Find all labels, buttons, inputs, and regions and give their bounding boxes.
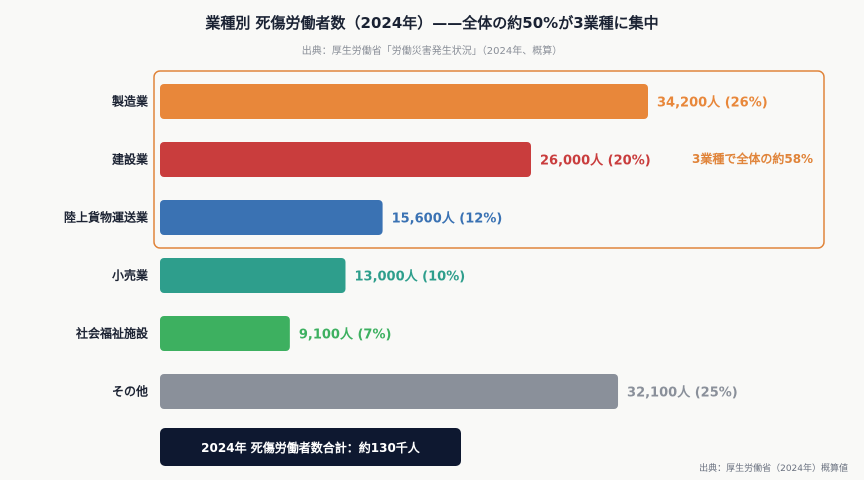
chart-subtitle: 出典：厚生労働省「労働災害発生状況」（2024年、概算） bbox=[301, 46, 563, 57]
category-label: 社会福祉施設 bbox=[75, 326, 149, 341]
data-label: 15,600人 (12%) bbox=[392, 211, 503, 227]
bar bbox=[160, 316, 290, 351]
category-label: 小売業 bbox=[112, 268, 149, 283]
data-label: 32,100人 (25%) bbox=[627, 385, 738, 401]
bar bbox=[160, 84, 648, 119]
data-label: 9,100人 (7%) bbox=[299, 327, 392, 343]
bar bbox=[160, 258, 346, 293]
category-label: 建設業 bbox=[111, 152, 149, 167]
chart-title: 業種別 死傷労働者数（2024年）——全体の約50%が3業種に集中 bbox=[205, 14, 659, 32]
bar bbox=[160, 374, 619, 409]
total-summary-box: 2024年 死傷労働者数合計：約130千人 bbox=[160, 428, 461, 466]
data-label: 26,000人 (20%) bbox=[540, 153, 651, 169]
data-label: 13,000人 (10%) bbox=[354, 269, 465, 285]
data-label: 34,200人 (26%) bbox=[657, 95, 768, 111]
category-label: 陸上貨物運送業 bbox=[64, 210, 149, 225]
highlight-frame bbox=[153, 70, 825, 249]
highlight-annotation: 3業種で全体の約58% bbox=[692, 152, 814, 166]
bar bbox=[160, 200, 383, 235]
bar bbox=[160, 142, 531, 177]
footer-source-note: 出典：厚生労働省（2024年）概算値 bbox=[699, 464, 848, 474]
total-summary-label: 2024年 死傷労働者数合計：約130千人 bbox=[201, 440, 420, 455]
category-label: 製造業 bbox=[111, 94, 149, 109]
category-label: その他 bbox=[112, 384, 148, 399]
